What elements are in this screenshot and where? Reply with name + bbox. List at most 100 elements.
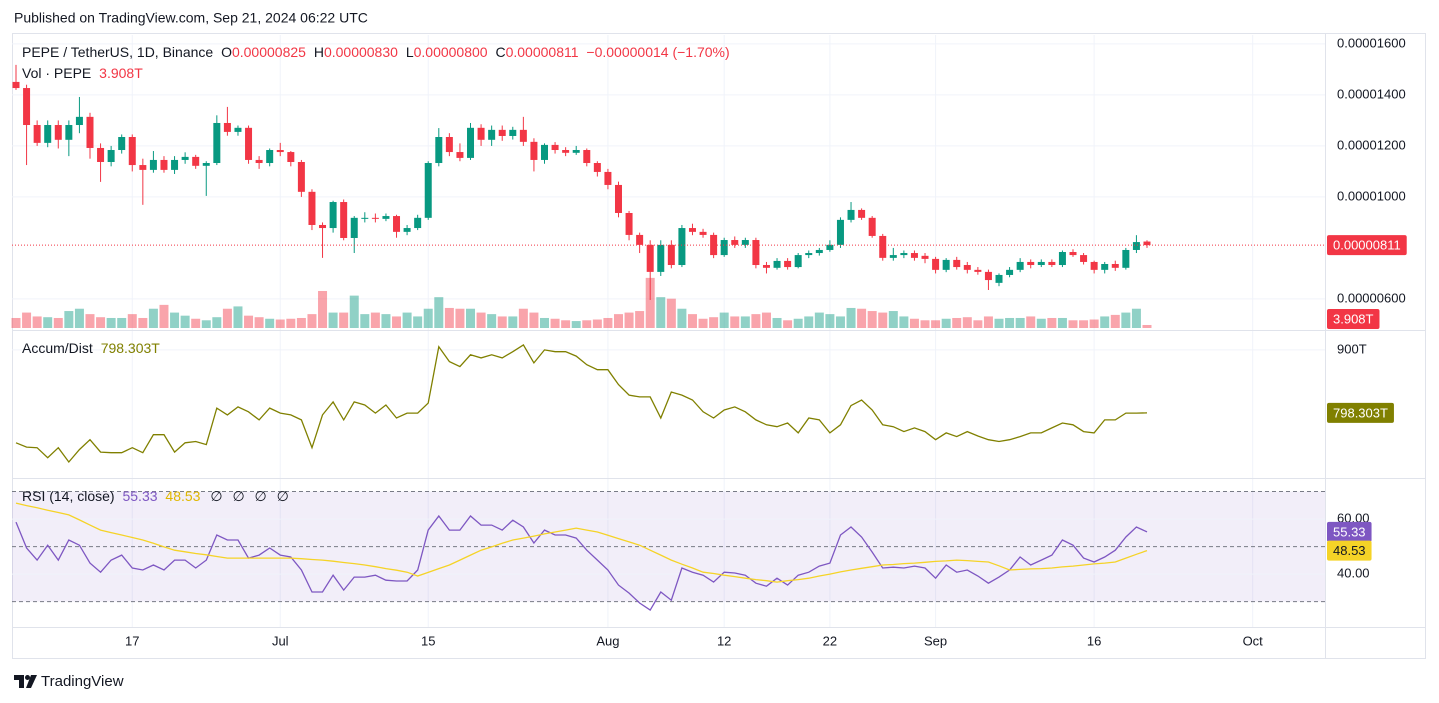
grid [12,35,1325,627]
candle-body [488,129,496,140]
volume-bar [920,320,930,328]
volume-bar [444,307,454,328]
volume-bar [677,308,687,328]
volume-legend: Vol · PEPE 3.908T [22,65,143,81]
volume-bar [212,317,222,328]
candle-body [44,125,52,143]
value-badge [1327,521,1372,542]
volume-bar [761,312,771,328]
ohlc-key: C [495,44,505,60]
candle-body [245,127,253,160]
rsi-value: 55.33 [122,488,157,504]
rsi-legend: RSI (14, close) 55.33 48.53 ∅ ∅ ∅ ∅ [22,488,289,504]
candle-body [847,209,855,220]
volume-bar [85,314,95,328]
volume-bar [1015,317,1025,328]
candle-body [139,165,147,170]
volume-bar [455,308,465,328]
y-tick-label: 0.00001000 [1337,188,1406,203]
chart-frame [12,33,1426,659]
volume-bar [719,312,729,328]
volume-bar [487,314,497,328]
candle-body [519,129,527,142]
volume-bar [318,290,328,328]
volume-bar [74,308,84,328]
volume-bar [740,316,750,328]
volume-bar [1005,317,1015,328]
candle-body [826,244,834,250]
volume-bar [22,312,32,328]
volume-bar [994,318,1004,328]
candle-body [604,171,612,185]
volume-bar [1121,312,1131,328]
candle-body [530,141,538,160]
volume-bar [888,311,898,328]
volume-bar [804,316,814,328]
logo-shape [14,675,24,688]
volume-bar [275,319,285,328]
value-badge-label: 48.53 [1333,543,1366,558]
candle-body [287,152,295,162]
candle-body [12,81,20,89]
volume-bar [857,308,867,328]
candle-body [815,249,823,254]
candle-body [371,217,379,219]
volume-bar [835,316,845,328]
y-tick-label: 0.00001600 [1337,35,1406,50]
volume-bar [201,320,211,328]
volume-bar [43,317,53,328]
candle-body [699,231,707,235]
candle-body [361,217,369,219]
candle-body [1058,252,1066,266]
candle-body [181,156,189,160]
candle-body [910,253,918,258]
candle-body [879,235,887,258]
volume-bar [571,321,581,328]
candle-body [583,150,591,164]
candle-body [731,240,739,245]
symbol: PEPE / TetherUS, 1D, Binance [22,44,213,60]
volume-bar [191,318,201,328]
candle-body [498,129,506,136]
candle-body [995,274,1003,283]
candle-body [889,255,897,258]
rsi-title: RSI (14, close) [22,488,115,504]
volume-bar [159,304,169,328]
rsi-extra: ∅ [210,488,222,504]
x-tick-label: 16 [1087,633,1101,648]
logo-shape [25,675,30,680]
volume-bar [814,312,824,328]
rsi-extra: ∅ [232,488,244,504]
candle-body [223,122,231,132]
volume-bar [222,308,232,328]
x-tick-label: Jul [272,633,289,648]
candle-body [319,224,327,229]
candle-body [107,150,115,162]
candle-body [1048,261,1056,266]
volume-bar [656,297,666,328]
volume-bar [793,318,803,328]
volume-bar [233,306,243,328]
candle-body [424,163,432,218]
volume-bar [931,320,941,328]
candle-body [192,156,200,166]
volume-bar [561,320,571,328]
candle-body [467,127,475,158]
candle-body [858,209,866,218]
volume-bar [666,298,676,328]
volume-bar [645,277,655,328]
volume-bar [349,295,359,328]
volume-bar [117,317,127,328]
volume-bar [265,318,275,328]
x-tick-label: 12 [717,633,731,648]
value-badge-label: 0.00000811 [1333,238,1401,253]
candle-body [171,159,179,170]
volume-bar [370,312,380,328]
ohlc-value: 0.00000825 [232,44,306,60]
candle-body [1143,241,1151,246]
volume-bar [328,312,338,328]
volume-bar [64,311,74,328]
candle-body [773,260,781,268]
candle-body [509,129,517,136]
